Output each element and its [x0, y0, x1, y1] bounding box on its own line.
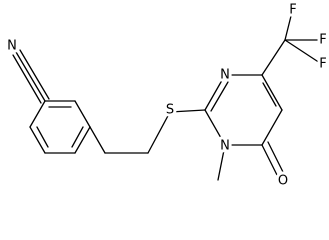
atom-label: F: [319, 33, 326, 48]
atom-label: O: [278, 174, 288, 189]
atom-label: F: [289, 3, 296, 18]
atom-label: S: [166, 103, 174, 118]
atom-label: N: [220, 139, 230, 154]
molecule: N S N N O F F F: [7, 2, 327, 189]
atom-label: N: [220, 68, 230, 83]
atom-label: N: [7, 39, 17, 54]
atom-label: F: [319, 57, 326, 72]
bonds: [12, 11, 321, 181]
